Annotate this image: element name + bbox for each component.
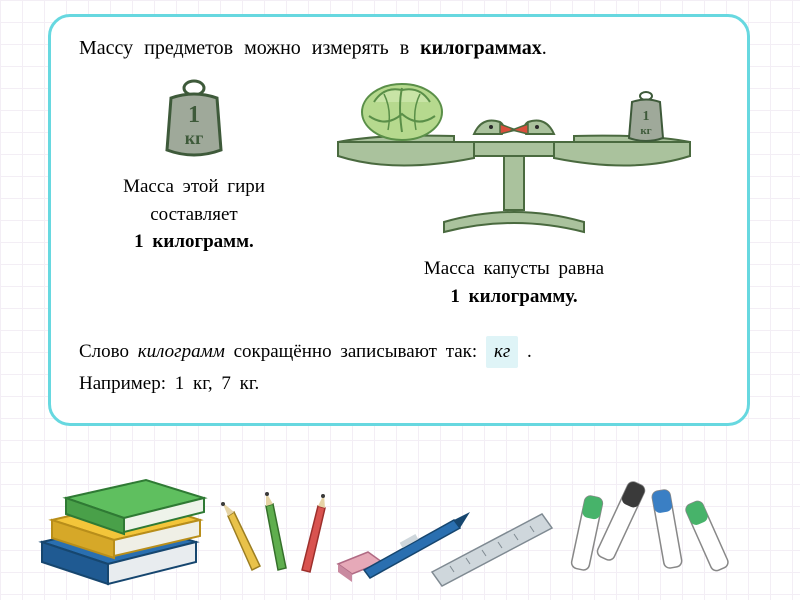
cabbage-icon xyxy=(362,84,442,140)
svg-text:1: 1 xyxy=(643,109,650,124)
heading-pre: Массу предметов можно измерять в xyxy=(79,37,420,59)
cap1-line1: Масса этой гири xyxy=(123,176,265,197)
ft-pre: Слово xyxy=(79,341,138,362)
pencils-icon xyxy=(221,492,325,572)
ft-post: . xyxy=(518,341,532,362)
weight-num: 1 xyxy=(188,102,200,128)
books-icon xyxy=(42,480,204,584)
markers-icon xyxy=(571,480,730,573)
ft-line2: Например: 1 кг, 7 кг. xyxy=(79,373,259,394)
left-column: 1 кг Масса этой гири составляет 1 килогр… xyxy=(79,74,309,256)
svg-text:кг: кг xyxy=(640,125,651,137)
heading-post: . xyxy=(542,37,547,59)
balance-scale-icon: 1 кг xyxy=(324,72,704,247)
heading: Массу предметов можно измерять в килогра… xyxy=(79,37,719,60)
footer-text: Слово килограмм сокращённо записывают та… xyxy=(79,336,719,401)
caption-right: Масса капусты равна 1 килограмму. xyxy=(309,255,719,310)
small-weight-icon: 1 кг xyxy=(629,92,663,141)
cap2-line2: 1 килограмму. xyxy=(450,286,577,307)
abbr-box: кг xyxy=(486,336,518,368)
ft-mid: сокращённо записывают так: xyxy=(225,341,486,362)
cap1-line2: составляет xyxy=(150,204,238,225)
caption-left: Масса этой гири составляет 1 килограмм. xyxy=(79,173,309,256)
cap1-line3: 1 килограмм. xyxy=(134,231,254,252)
info-panel: Массу предметов можно измерять в килогра… xyxy=(48,14,750,426)
ft-ital: килограмм xyxy=(138,341,225,362)
right-column: 1 кг Масса капусты равна 1 килограмму. xyxy=(309,74,719,310)
large-weight-icon: 1 кг xyxy=(161,78,227,158)
heading-bold: килограммах xyxy=(420,37,542,59)
supplies-illustration xyxy=(22,440,762,590)
cap2-line1: Масса капусты равна xyxy=(424,258,604,279)
illustration-row: 1 кг Масса этой гири составляет 1 килогр… xyxy=(79,74,719,310)
weight-unit: кг xyxy=(185,128,204,148)
